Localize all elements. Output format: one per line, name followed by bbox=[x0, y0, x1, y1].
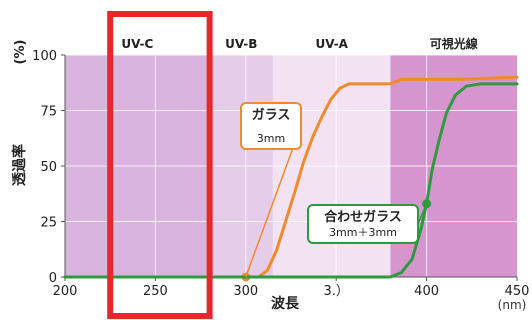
y-axis-label: 透過率 bbox=[11, 144, 28, 186]
series-line-1 bbox=[63, 82, 519, 279]
x-tick-label-1: 250 bbox=[143, 284, 168, 299]
y-tick-label-1: 25 bbox=[40, 216, 57, 231]
x-tick-label-4: 400 bbox=[414, 284, 439, 299]
y-tick-label-4: 100 bbox=[32, 49, 57, 64]
callout-box-1 bbox=[307, 204, 419, 244]
y-tick-label-2: 50 bbox=[40, 160, 57, 175]
callout-name-1: 合わせガラス bbox=[324, 209, 402, 225]
x-axis-label: 波長 bbox=[271, 295, 300, 312]
y-tick-label-3: 75 bbox=[40, 105, 57, 120]
x-tick-label-5: 450 bbox=[505, 284, 530, 299]
x-tick-label-2: 300 bbox=[233, 284, 258, 299]
x-tick-label-0: 200 bbox=[53, 284, 78, 299]
callout-name-0: ガラス bbox=[252, 108, 291, 123]
callout-leader-1 bbox=[417, 203, 428, 225]
x-tick-label-3: 3.） bbox=[323, 284, 348, 299]
callout-sub-1: 3mm＋3mm bbox=[329, 226, 397, 239]
band-label-2: UV-A bbox=[315, 37, 348, 51]
callout-box-0 bbox=[240, 102, 302, 150]
band-label-0: UV-C bbox=[121, 37, 153, 51]
highlight-rect bbox=[107, 11, 213, 319]
x-axis-unit: (nm) bbox=[498, 298, 527, 312]
wavelength-bands: UV-C UV-B UV-A 可視光線 bbox=[65, 36, 517, 277]
axes: 0 25 50 75 100 200 250 300 3.） 400 450 bbox=[32, 49, 529, 299]
callout-leader-0 bbox=[245, 125, 302, 278]
series-line-0 bbox=[63, 75, 519, 279]
callout-sub-0: 3mm bbox=[257, 132, 285, 145]
y-tick-label-0: 0 bbox=[49, 271, 57, 286]
band-label-3: 可視光線 bbox=[430, 36, 478, 51]
y-axis-unit: (%) bbox=[13, 40, 28, 65]
band-label-1: UV-B bbox=[225, 37, 257, 51]
highlight-box bbox=[107, 11, 213, 319]
